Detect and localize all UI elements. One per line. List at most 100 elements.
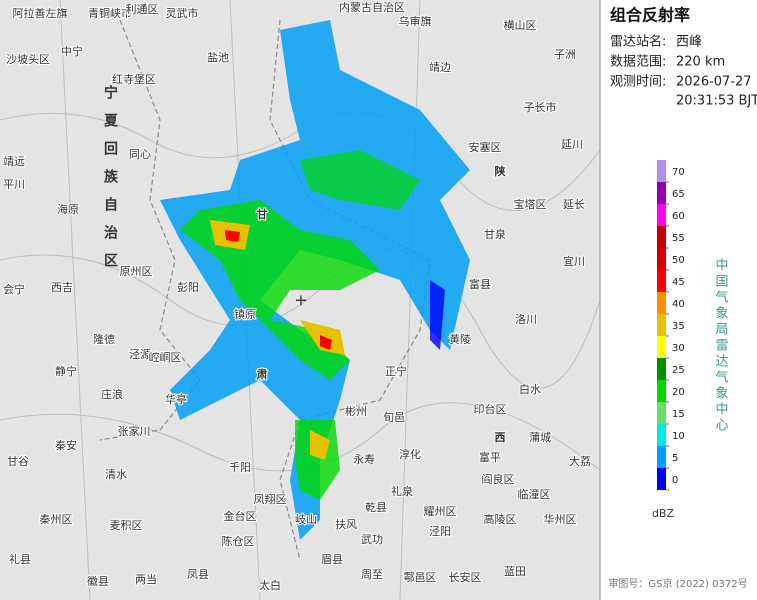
color-swatch bbox=[657, 446, 666, 468]
place-label: 乾县 bbox=[365, 501, 387, 514]
place-label: 洛川 bbox=[515, 312, 537, 326]
place-label: 武功 bbox=[361, 533, 383, 546]
place-label: 永寿 bbox=[353, 452, 375, 466]
color-swatch bbox=[657, 424, 666, 446]
legend-tick-label: 40 bbox=[672, 299, 685, 310]
place-label: 千阳 bbox=[229, 461, 251, 474]
place-label: 富县 bbox=[469, 277, 491, 291]
legend-tick-label: 20 bbox=[672, 387, 685, 398]
place-label: 靖边 bbox=[429, 61, 451, 74]
panel-title: 组合反射率 bbox=[610, 6, 690, 25]
place-label: 徽县 bbox=[87, 574, 109, 588]
station-label: 雷达站名: bbox=[610, 34, 666, 50]
place-label: 同心 bbox=[129, 148, 151, 161]
place-label: 礼县 bbox=[9, 552, 31, 566]
color-swatch bbox=[657, 468, 666, 490]
place-label: 肃 bbox=[257, 367, 268, 381]
color-swatch bbox=[657, 226, 666, 248]
legend-tick-label: 70 bbox=[672, 167, 685, 178]
legend-tick-label: 50 bbox=[672, 255, 685, 266]
legend-source: 中国气象局雷达气象中心 bbox=[713, 258, 729, 434]
place-label: 秦安 bbox=[55, 438, 77, 452]
range-label: 数据范围: bbox=[610, 55, 666, 70]
place-label: 红寺堡区 bbox=[112, 72, 156, 86]
place-label: 青铜峡市 bbox=[88, 6, 132, 20]
color-swatch bbox=[657, 358, 666, 380]
place-label: 原州区 bbox=[120, 265, 153, 278]
place-label: 黄陵 bbox=[449, 332, 471, 346]
legend-tick-label: 60 bbox=[672, 211, 685, 222]
place-label: 乌审旗 bbox=[399, 14, 432, 28]
place-label: 耀州区 bbox=[424, 505, 457, 518]
place-label: 印台区 bbox=[474, 402, 507, 416]
place-label: 西 bbox=[495, 431, 506, 444]
color-swatch bbox=[657, 160, 666, 182]
place-label: 彭阳 bbox=[177, 280, 199, 294]
place-label: 横山区 bbox=[504, 18, 537, 32]
radar-echoes bbox=[160, 20, 470, 540]
place-label: 阎良区 bbox=[482, 472, 515, 486]
time-value: 20:31:53 BJT bbox=[676, 94, 757, 109]
place-label: 高陵区 bbox=[484, 512, 517, 526]
place-label: 西吉 bbox=[51, 281, 73, 294]
place-label: 镇原 bbox=[234, 307, 256, 321]
color-swatch bbox=[657, 336, 666, 358]
place-label: 麦积区 bbox=[110, 519, 143, 532]
place-label: 华亭 bbox=[165, 392, 187, 406]
color-swatch bbox=[657, 182, 666, 204]
place-label: 鄠邑区 bbox=[404, 571, 437, 584]
color-swatch bbox=[657, 402, 666, 424]
legend-tick-label: 15 bbox=[672, 409, 685, 420]
place-label: 崆峒区 bbox=[149, 350, 182, 364]
place-label: 眉县 bbox=[321, 553, 343, 566]
place-label: 正宁 bbox=[385, 364, 407, 378]
color-swatch bbox=[657, 270, 666, 292]
legend-tick-label: 30 bbox=[672, 343, 685, 354]
place-label: 蒲城 bbox=[529, 430, 551, 444]
legend-tick-label: 5 bbox=[672, 453, 678, 464]
color-swatch bbox=[657, 380, 666, 402]
place-label: 泾源 bbox=[129, 347, 151, 361]
place-label: 张家川 bbox=[118, 424, 151, 438]
color-swatch bbox=[657, 314, 666, 336]
range-value: 220 km bbox=[676, 55, 725, 70]
place-label: 泾阳 bbox=[429, 525, 451, 538]
place-label: 隆德 bbox=[93, 332, 115, 346]
place-label: 蓝田 bbox=[504, 565, 526, 578]
station-value: 西峰 bbox=[676, 35, 702, 50]
color-swatch bbox=[657, 248, 666, 270]
place-label: 旬邑 bbox=[383, 411, 405, 424]
place-label: 金台区 bbox=[224, 509, 257, 523]
place-label: 清水 bbox=[105, 468, 127, 481]
place-label: 内蒙古自治区 bbox=[339, 0, 405, 14]
place-label: 陈仓区 bbox=[222, 534, 255, 548]
place-label: 扶风 bbox=[335, 517, 357, 531]
place-label: 利通区 bbox=[126, 3, 159, 16]
place-label: 沙坡头区 bbox=[6, 53, 50, 66]
legend-tick-label: 0 bbox=[672, 475, 678, 486]
legend-tick-label: 65 bbox=[672, 189, 685, 200]
time-label: 观测时间: bbox=[610, 75, 666, 90]
color-swatch bbox=[657, 292, 666, 314]
place-label: 宝塔区 bbox=[514, 197, 547, 211]
radar-site-marker: + bbox=[294, 291, 307, 310]
place-label: 周至 bbox=[361, 568, 383, 581]
place-label: 甘 bbox=[257, 207, 268, 221]
place-label: 秦州区 bbox=[40, 512, 73, 526]
place-label: 淳化 bbox=[399, 447, 421, 461]
footer-note: 审图号：GS京 (2022) 0372号 bbox=[608, 577, 747, 590]
place-label: 两当 bbox=[135, 572, 157, 586]
legend-tick-label: 45 bbox=[672, 277, 685, 288]
place-label: 华州区 bbox=[544, 512, 577, 526]
place-label: 中宁 bbox=[61, 44, 83, 58]
place-label: 宜川 bbox=[563, 254, 585, 268]
place-label: 盐池 bbox=[207, 51, 229, 64]
place-label: 陕 bbox=[495, 164, 506, 178]
place-label: 凤县 bbox=[187, 568, 209, 581]
legend-unit: dBZ bbox=[652, 507, 675, 520]
place-label: 富平 bbox=[479, 450, 501, 464]
